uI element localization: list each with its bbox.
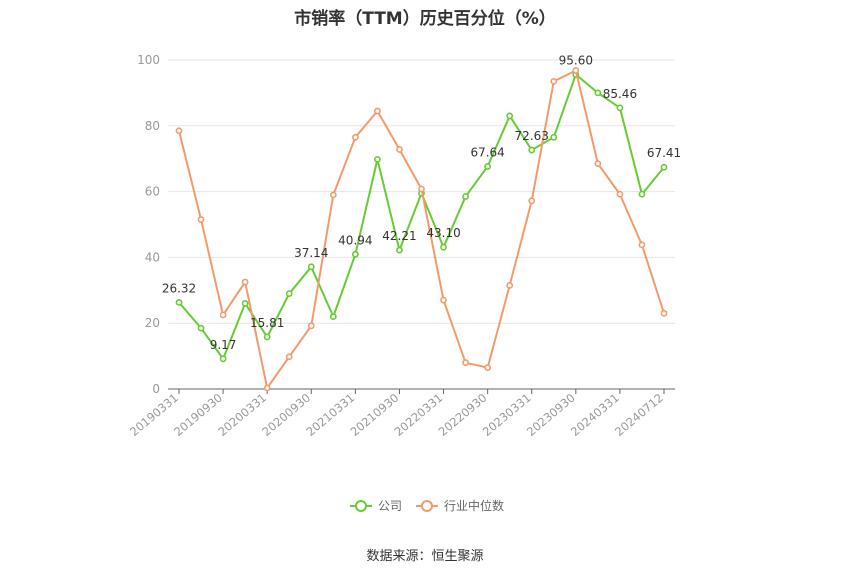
series-lines [175, 67, 668, 392]
point-s0-14 [484, 163, 492, 170]
point-s0-17 [550, 133, 558, 141]
point-s1-14 [484, 364, 492, 372]
legend-label-0: 公司 [378, 499, 402, 513]
legend-item-0[interactable]: 公司 [350, 499, 402, 513]
point-s1-13 [462, 359, 469, 367]
point-s0-15 [506, 112, 514, 120]
point-s1-5 [285, 353, 293, 361]
point-s1-12 [440, 296, 447, 304]
point-s0-10 [396, 246, 403, 254]
point-s1-4 [263, 384, 271, 392]
point-s0-22 [660, 163, 668, 171]
point-s0-13 [462, 193, 469, 200]
legend-label-1: 行业中位数 [444, 498, 504, 513]
point-s1-8 [351, 133, 359, 141]
data-label-s0-2: 9.17 [210, 338, 237, 352]
point-s1-19 [594, 160, 602, 168]
data-label-s0-6: 37.14 [294, 246, 328, 260]
data-label-s0-12: 43.10 [426, 226, 460, 240]
point-s1-0 [175, 127, 183, 135]
point-s0-8 [351, 250, 359, 258]
data-label-s0-18: 95.60 [559, 53, 593, 67]
point-s1-1 [197, 216, 205, 223]
point-s1-22 [660, 309, 668, 317]
point-s1-2 [219, 311, 227, 319]
point-s1-20 [616, 190, 624, 198]
point-s0-4 [263, 333, 271, 341]
point-s1-10 [396, 146, 403, 153]
point-s0-20 [616, 104, 624, 112]
point-s0-0 [175, 299, 183, 306]
data-label-s0-22: 67.41 [647, 146, 681, 160]
point-s1-7 [329, 191, 337, 199]
data-label-s0-0: 26.32 [162, 281, 196, 295]
point-s1-3 [241, 278, 249, 286]
point-s1-21 [638, 241, 646, 249]
point-s0-6 [307, 263, 315, 271]
point-s0-2 [219, 355, 227, 363]
x-tick-label-20240712: 20240712 [612, 391, 666, 439]
y-tick-label-60: 60 [145, 185, 160, 199]
data-label-s0-4: 15.81 [250, 316, 284, 330]
point-s0-9 [374, 155, 381, 163]
point-s0-21 [638, 190, 646, 198]
legend[interactable]: 公司 行业中位数 [350, 498, 504, 513]
point-s1-15 [506, 281, 514, 289]
data-label-s0-16: 72.63 [515, 129, 549, 143]
chart-title: 市销率（TTM）历史百分位（%） [294, 9, 556, 29]
point-s1-11 [418, 185, 425, 193]
point-s0-19 [594, 89, 602, 97]
y-tick-label-80: 80 [145, 119, 160, 133]
legend-marker-1 [421, 500, 433, 512]
point-s0-3 [241, 300, 249, 307]
y-tick-label-100: 100 [137, 53, 160, 67]
point-s1-18 [572, 67, 580, 74]
point-s1-17 [550, 77, 558, 85]
data-source: 数据来源：恒生聚源 [366, 549, 484, 564]
data-label-s0-14: 67.64 [470, 145, 504, 159]
y-tick-label-20: 20 [145, 316, 160, 330]
point-s1-9 [374, 107, 381, 115]
legend-marker-0 [355, 500, 367, 512]
point-s0-5 [285, 290, 293, 297]
point-s0-7 [329, 313, 337, 321]
point-s0-1 [197, 324, 205, 332]
data-labels: 26.32 9.17 15.81 37.14 40.94 42.21 43.10 67.64 7… [162, 53, 681, 351]
point-s1-6 [307, 322, 315, 330]
point-s1-16 [528, 197, 536, 205]
y-tick-label-0: 0 [152, 382, 160, 396]
data-label-s0-10: 42.21 [382, 229, 416, 243]
data-label-s0-8: 40.94 [338, 233, 372, 247]
point-s0-16 [528, 146, 536, 154]
legend-item-1[interactable]: 行业中位数 [416, 498, 504, 513]
series-line-1 [178, 69, 665, 390]
point-s0-12 [440, 243, 447, 251]
data-label-s0-20: 85.46 [603, 87, 637, 101]
y-tick-label-40: 40 [145, 250, 160, 264]
